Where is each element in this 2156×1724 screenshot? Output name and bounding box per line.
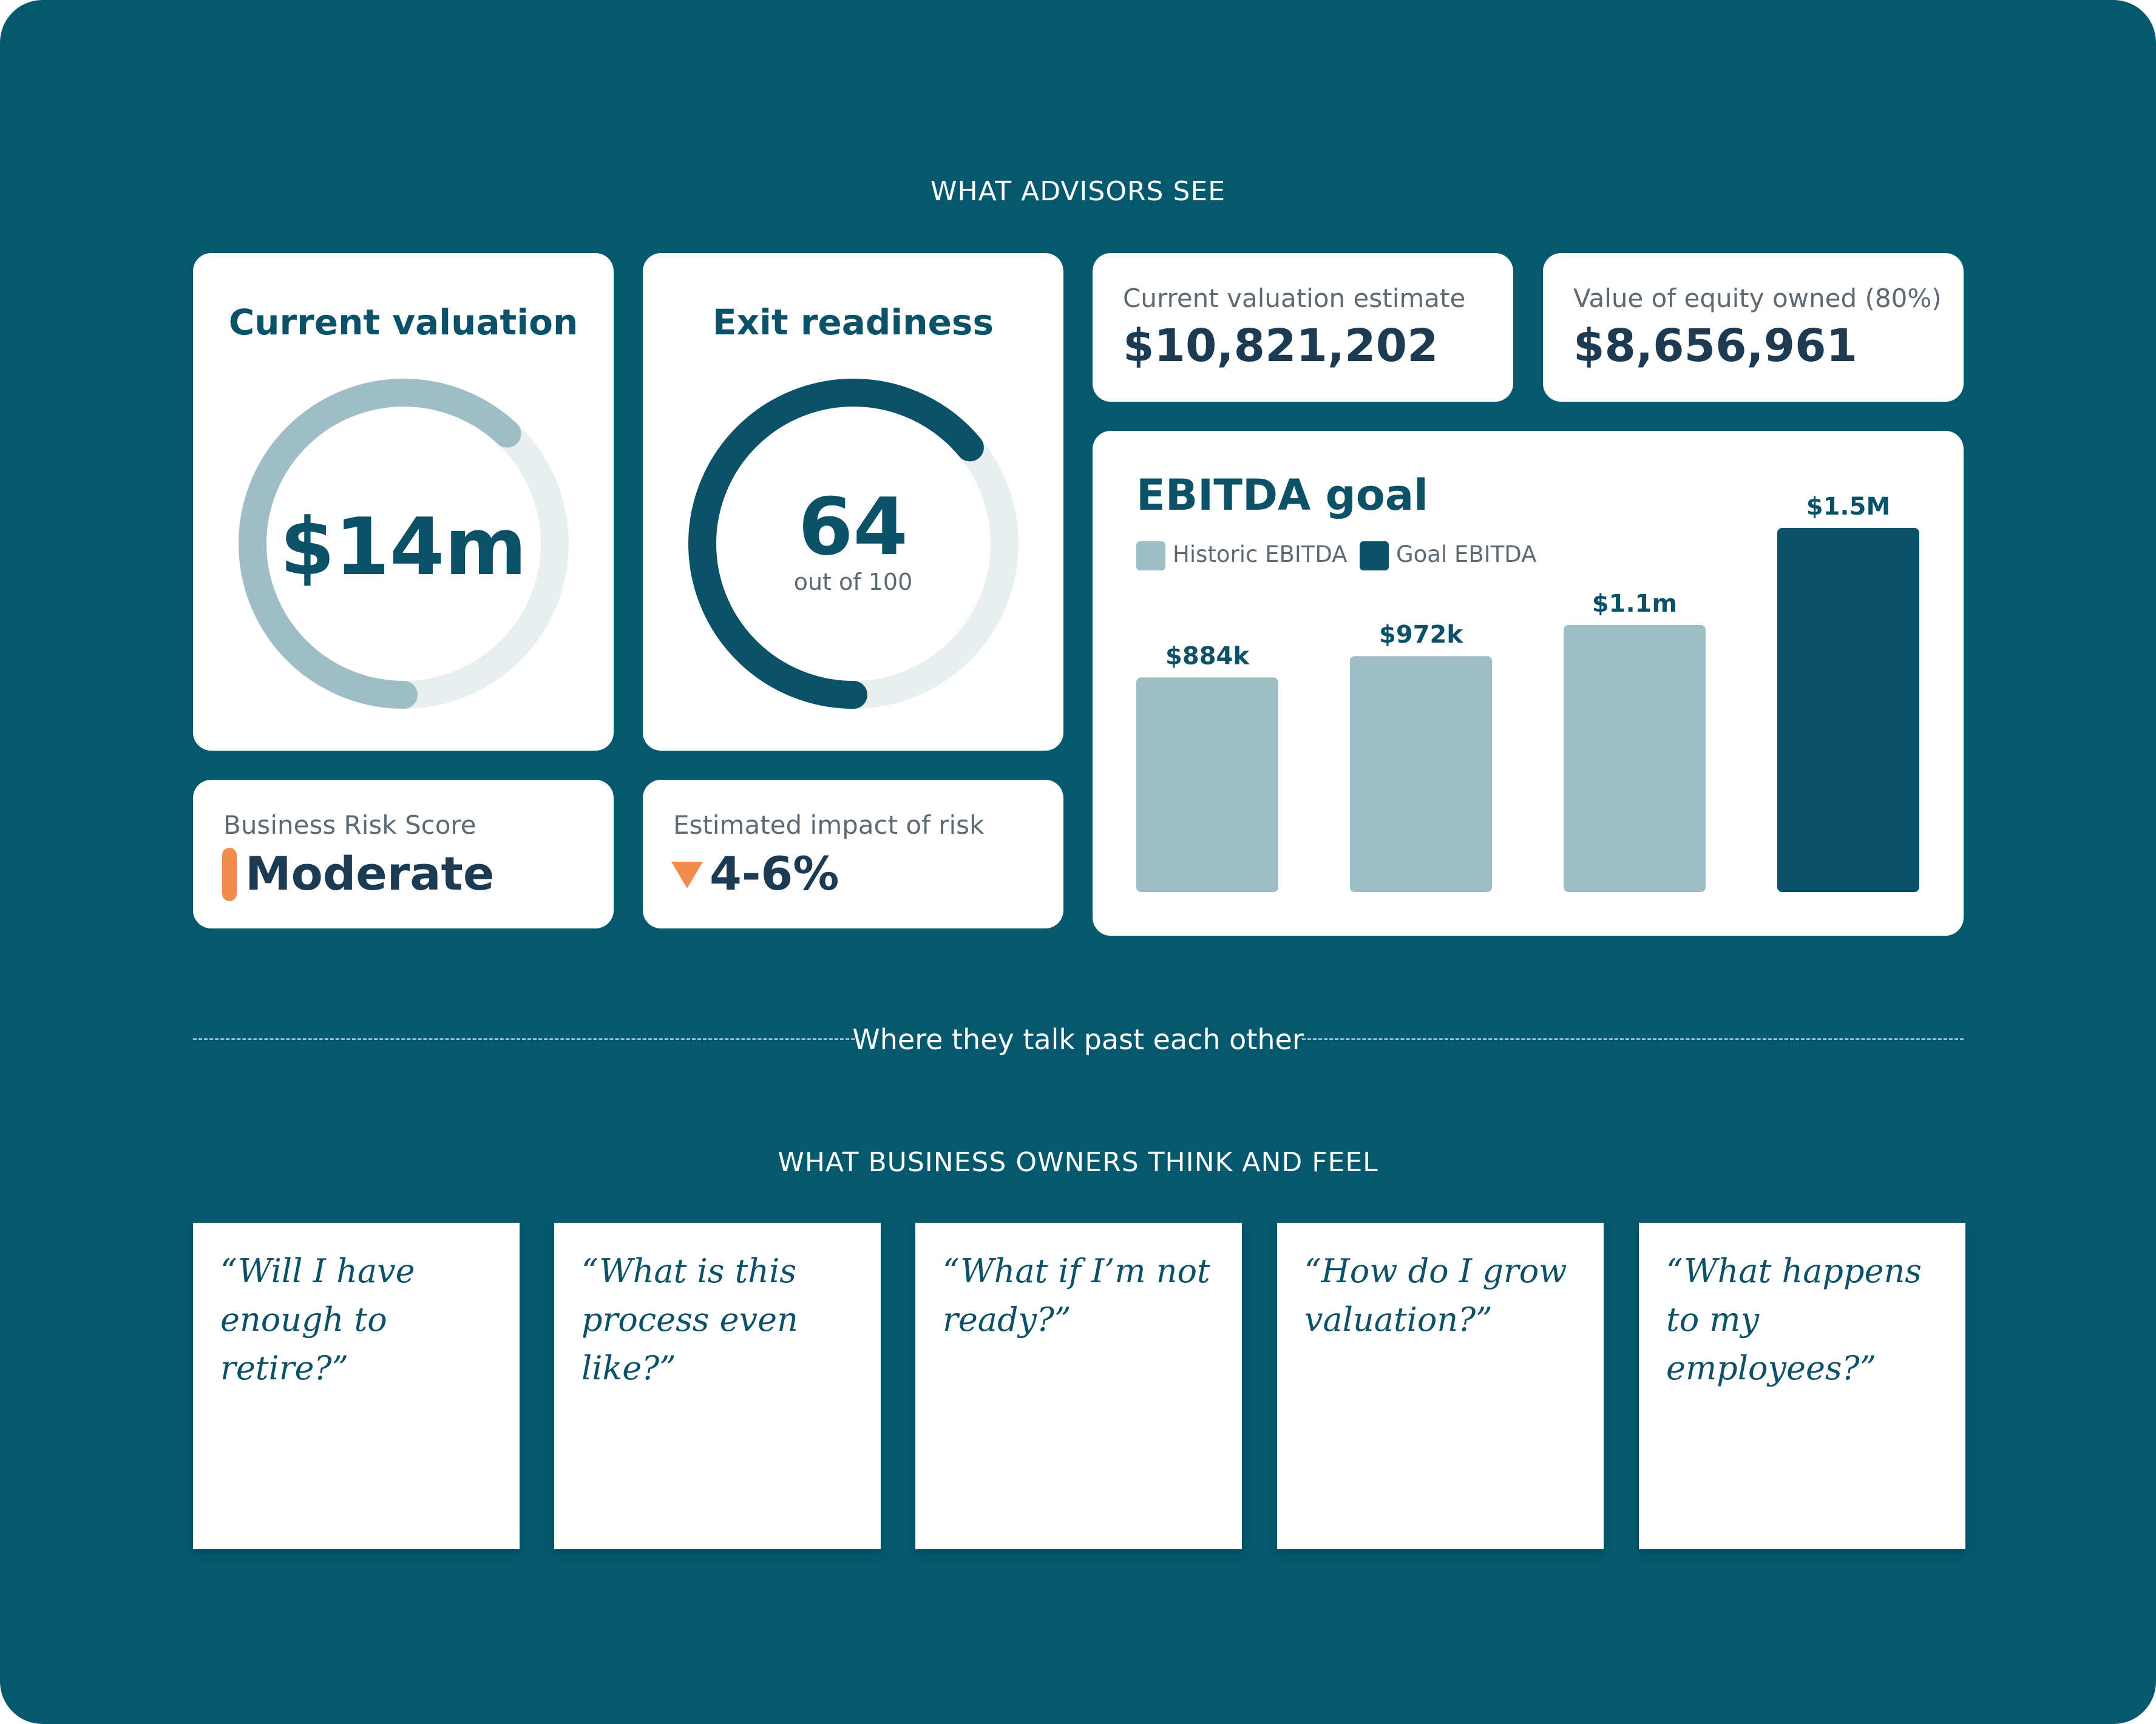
ebitda-bar-label-4: $1.5M xyxy=(1806,493,1891,521)
divider-label: Where they talk past each other xyxy=(852,1023,1304,1056)
legend-historic-swatch xyxy=(1136,541,1165,570)
owner-note-process: “What is this process even like?” xyxy=(554,1223,881,1549)
legend-goal-swatch xyxy=(1360,541,1389,570)
equity-owned-label: Value of equity owned (80%) xyxy=(1573,283,1942,313)
owner-note-text: “What is this process even like?” xyxy=(581,1252,798,1387)
exit-readiness-title: Exit readiness xyxy=(713,302,994,343)
current-valuation-title: Current valuation xyxy=(228,302,578,343)
divider-line-right xyxy=(1302,1038,1964,1040)
legend-goal-label: Goal EBITDA xyxy=(1396,541,1537,567)
advisors-section-label: WHAT ADVISORS SEE xyxy=(930,176,1225,207)
ebitda-bar-4 xyxy=(1777,528,1919,892)
owner-note-text: “What if I’m not ready?” xyxy=(943,1252,1210,1339)
risk-level-indicator xyxy=(222,848,237,901)
exit-readiness-subtitle: out of 100 xyxy=(793,569,913,595)
exit-ring-progress xyxy=(688,379,1019,709)
current-valuation-value: $14m xyxy=(280,501,527,593)
equity-owned-value: $8,656,961 xyxy=(1573,320,1858,372)
valuation-estimate-label: Current valuation estimate xyxy=(1123,283,1466,313)
ebitda-bar-label-2: $972k xyxy=(1379,621,1463,649)
owner-note-text: “How do I grow valuation?” xyxy=(1304,1252,1567,1339)
exit-readiness-score: 64 xyxy=(798,481,908,573)
owner-note-text: “What happens to my employees?” xyxy=(1666,1252,1922,1387)
valuation-ring-progress xyxy=(239,379,569,709)
ebitda-bar-1 xyxy=(1136,677,1278,892)
valuation-estimate-value: $10,821,202 xyxy=(1123,320,1439,372)
risk-impact-label: Estimated impact of risk xyxy=(673,810,985,840)
current-valuation-card: Current valuation $14m xyxy=(193,253,614,751)
exit-readiness-ring xyxy=(688,379,1019,709)
owner-note-employees: “What happens to my employees?” xyxy=(1639,1223,1965,1549)
owner-note-retire: “Will I have enough to retire?” xyxy=(193,1223,520,1549)
owners-section-label: WHAT BUSINESS OWNERS THINK AND FEEL xyxy=(778,1147,1378,1178)
ebitda-bar-label-3: $1.1m xyxy=(1592,590,1677,618)
exit-readiness-card: Exit readiness 64 out of 100 xyxy=(643,253,1063,751)
risk-impact-card: Estimated impact of risk 4-6% xyxy=(643,780,1063,928)
valuation-estimate-card: Current valuation estimate $10,821,202 xyxy=(1093,253,1513,402)
divider-line-left xyxy=(193,1038,855,1040)
risk-impact-value: 4-6% xyxy=(710,847,839,901)
ebitda-bar-label-1: $884k xyxy=(1165,642,1250,670)
risk-score-value: Moderate xyxy=(245,847,495,901)
ebitda-bar-chart: $884k $972k $1.1m $1.5M xyxy=(1136,493,1919,892)
ebitda-bar-2 xyxy=(1350,656,1492,892)
owner-note-ready: “What if I’m not ready?” xyxy=(915,1223,1242,1549)
owner-note-valuation: “How do I grow valuation?” xyxy=(1277,1223,1604,1549)
risk-score-card: Business Risk Score Moderate xyxy=(193,780,614,928)
risk-score-label: Business Risk Score xyxy=(223,810,476,840)
ebitda-bar-3 xyxy=(1564,625,1706,892)
legend-historic-label: Historic EBITDA xyxy=(1173,541,1348,567)
valuation-ring xyxy=(239,379,569,709)
ebitda-chart-card: EBITDA goal Historic EBITDA Goal EBITDA … xyxy=(1093,431,1964,936)
equity-owned-card: Value of equity owned (80%) $8,656,961 xyxy=(1543,253,1964,402)
owner-note-text: “Will I have enough to retire?” xyxy=(220,1252,415,1387)
down-triangle-icon xyxy=(671,862,703,888)
ebitda-chart-title: EBITDA goal xyxy=(1136,470,1429,520)
